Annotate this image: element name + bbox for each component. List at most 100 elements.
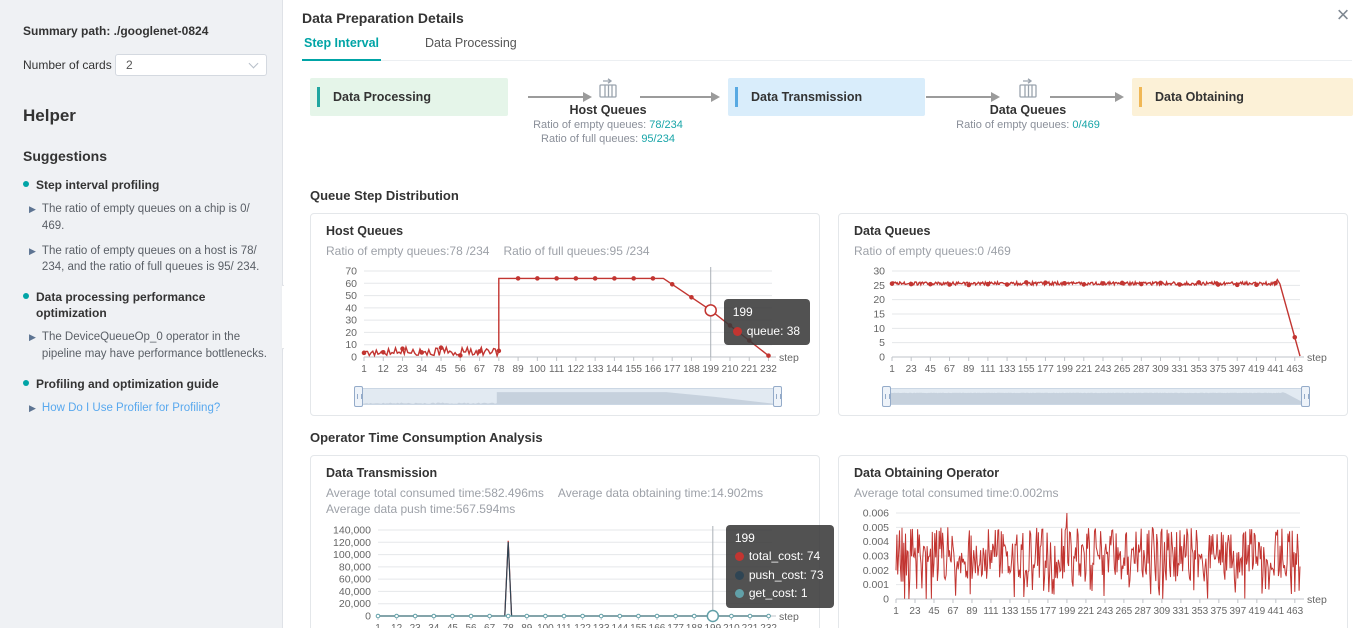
data-transmission-plot: 020,00040,00060,00080,000100,000120,0001… [326,522,804,628]
host-queues-chart[interactable]: 0102030405060701122334455667788910011112… [326,263,804,381]
tab-step-interval[interactable]: Step Interval [302,36,381,61]
svg-text:23: 23 [397,364,409,375]
svg-text:353: 353 [1192,606,1209,617]
host-queues-subtitle: Ratio of empty queues:78 /234Ratio of fu… [326,243,804,259]
svg-text:331: 331 [1171,364,1188,375]
pipeline-node-data-processing: Data Processing [310,78,508,116]
svg-text:10: 10 [345,339,357,351]
datazoom-handle-right[interactable] [773,386,782,407]
svg-text:397: 397 [1229,364,1246,375]
data-pipeline-diagram: Data Processing Data Transmission Data Obt… [302,78,1352,174]
svg-text:100: 100 [529,364,546,375]
pipeline-queue-data-queues: Data QueuesRatio of empty queues: 0/469 [933,78,1123,131]
datazoom-handle-left[interactable] [354,386,363,407]
svg-text:67: 67 [947,606,959,617]
pipeline-queue-host-queues: Host QueuesRatio of empty queues: 78/234… [513,78,703,145]
suggestion-link[interactable]: ▶How Do I Use Profiler for Profiling? [23,400,270,417]
data-queues-card: Data Queues Ratio of empty queues:0 /469… [838,213,1348,416]
datazoom-handle-left[interactable] [882,386,891,407]
svg-text:0.002: 0.002 [863,565,889,577]
data-transmission-card-title: Data Transmission [326,466,804,480]
svg-text:45: 45 [925,364,937,375]
svg-text:60,000: 60,000 [339,573,371,585]
svg-text:133: 133 [587,364,604,375]
svg-text:232: 232 [760,623,777,628]
number-of-cards-label: Number of cards [23,58,115,72]
host-queues-card-title: Host Queues [326,224,804,238]
number-of-cards-select[interactable]: 2 [115,54,267,76]
data-obtaining-chart[interactable]: 00.0010.0020.0030.0040.0050.006123456789… [854,505,1332,623]
svg-text:89: 89 [963,364,975,375]
svg-text:155: 155 [1018,364,1035,375]
pipeline-node-data-transmission: Data Transmission [728,78,925,116]
node-accent-bar [317,87,320,107]
svg-text:111: 111 [983,606,999,617]
svg-text:0.005: 0.005 [863,522,889,534]
svg-text:177: 177 [1040,606,1057,617]
svg-text:221: 221 [742,623,759,628]
svg-text:419: 419 [1248,364,1265,375]
svg-text:0: 0 [351,352,357,364]
queue-distribution-title: Queue Step Distribution [310,188,1352,203]
svg-text:30: 30 [345,315,357,327]
svg-text:40,000: 40,000 [339,585,371,597]
svg-text:397: 397 [1230,606,1247,617]
svg-text:199: 199 [704,623,721,628]
svg-text:0.004: 0.004 [863,537,889,549]
tab-data-processing[interactable]: Data Processing [423,36,519,60]
tab-bar: Step Interval Data Processing [302,36,1352,61]
svg-text:1: 1 [375,623,381,628]
bullet-dot-icon [23,181,29,187]
data-queues-chart[interactable]: 0510152025301234567891111331551771992212… [854,263,1332,381]
data-queues-card-title: Data Queues [854,224,1332,238]
svg-text:122: 122 [568,364,585,375]
suggestion-item: ▶The ratio of empty queues on a host is … [23,243,270,276]
svg-text:243: 243 [1095,364,1112,375]
svg-text:375: 375 [1210,364,1227,375]
data-preparation-panel: Data Preparation Details × Step Interval… [284,0,1366,628]
data-queues-datazoom[interactable] [885,388,1307,405]
number-of-cards-value: 2 [126,58,133,72]
data-transmission-chart[interactable]: 020,00040,00060,00080,000100,000120,0001… [326,522,804,628]
chevron-down-icon [250,59,258,67]
svg-text:232: 232 [760,364,777,375]
close-icon[interactable]: × [1330,2,1356,28]
svg-text:166: 166 [645,364,662,375]
suggestion-item: ▶The ratio of empty queues on a chip is … [23,201,270,234]
svg-text:140,000: 140,000 [333,524,371,536]
triangle-bullet-icon: ▶ [29,331,36,362]
svg-text:309: 309 [1152,364,1169,375]
summary-path: Summary path: ./googlenet-0824 [23,24,270,38]
svg-text:331: 331 [1173,606,1190,617]
svg-text:210: 210 [722,364,739,375]
svg-text:111: 111 [980,364,996,375]
data-obtaining-card: Data Obtaining Operator Average total co… [838,455,1348,628]
pipeline-node-data-obtaining: Data Obtaining [1132,78,1353,116]
svg-text:0: 0 [883,594,889,606]
triangle-bullet-icon: ▶ [29,402,36,417]
host-queues-card: Host Queues Ratio of empty queues:78 /23… [310,213,820,416]
svg-text:133: 133 [1002,606,1019,617]
node-accent-bar [735,87,738,107]
svg-text:56: 56 [455,364,467,375]
svg-text:67: 67 [474,364,486,375]
svg-text:45: 45 [435,364,447,375]
host-queues-datazoom-shadow [358,389,778,404]
svg-text:144: 144 [606,364,623,375]
data-queues-plot: 0510152025301234567891111331551771992212… [854,263,1332,381]
page-title: Data Preparation Details [302,10,1352,26]
helper-sidebar: Summary path: ./googlenet-0824 Number of… [0,0,283,628]
datazoom-handle-right[interactable] [1301,386,1310,407]
data-obtaining-card-title: Data Obtaining Operator [854,466,1332,480]
svg-text:265: 265 [1114,364,1131,375]
svg-text:441: 441 [1267,364,1284,375]
svg-text:155: 155 [625,364,642,375]
svg-text:441: 441 [1267,606,1284,617]
data-transmission-card: Data Transmission Average total consumed… [310,455,820,628]
host-queues-datazoom[interactable] [357,388,779,405]
svg-text:166: 166 [649,623,666,628]
svg-text:375: 375 [1211,606,1228,617]
host-queues-plot: 0102030405060701122334455667788910011112… [326,263,804,381]
svg-text:177: 177 [1037,364,1054,375]
svg-text:0: 0 [365,610,371,622]
